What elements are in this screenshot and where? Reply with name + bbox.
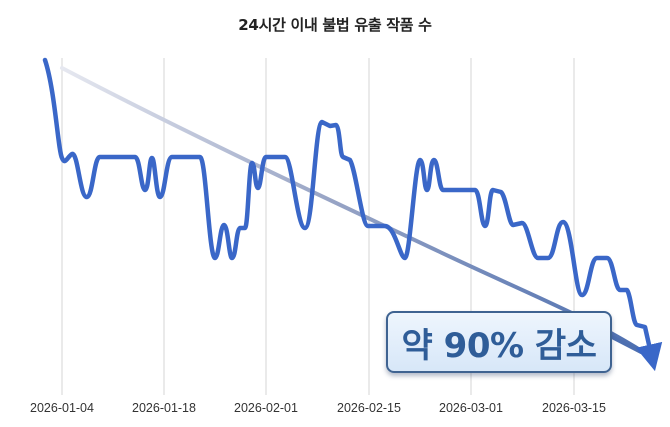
data-line [42, 57, 663, 372]
x-tick-label: 2026-01-04 [30, 401, 94, 415]
x-tick-label: 2026-03-01 [439, 401, 503, 415]
x-tick-label: 2026-02-15 [337, 401, 401, 415]
chart-title: 24시간 이내 불법 유출 작품 수 [238, 16, 432, 34]
x-tick-label: 2026-03-15 [542, 401, 606, 415]
reduction-callout-label: 약 90% 감소 [401, 325, 597, 366]
trend-arrow [608, 334, 643, 354]
reduction-callout: 약 90% 감소 [386, 311, 612, 373]
x-tick-label: 2026-02-01 [234, 401, 298, 415]
x-tick-label: 2026-01-18 [132, 401, 196, 415]
trend-line [60, 66, 642, 352]
